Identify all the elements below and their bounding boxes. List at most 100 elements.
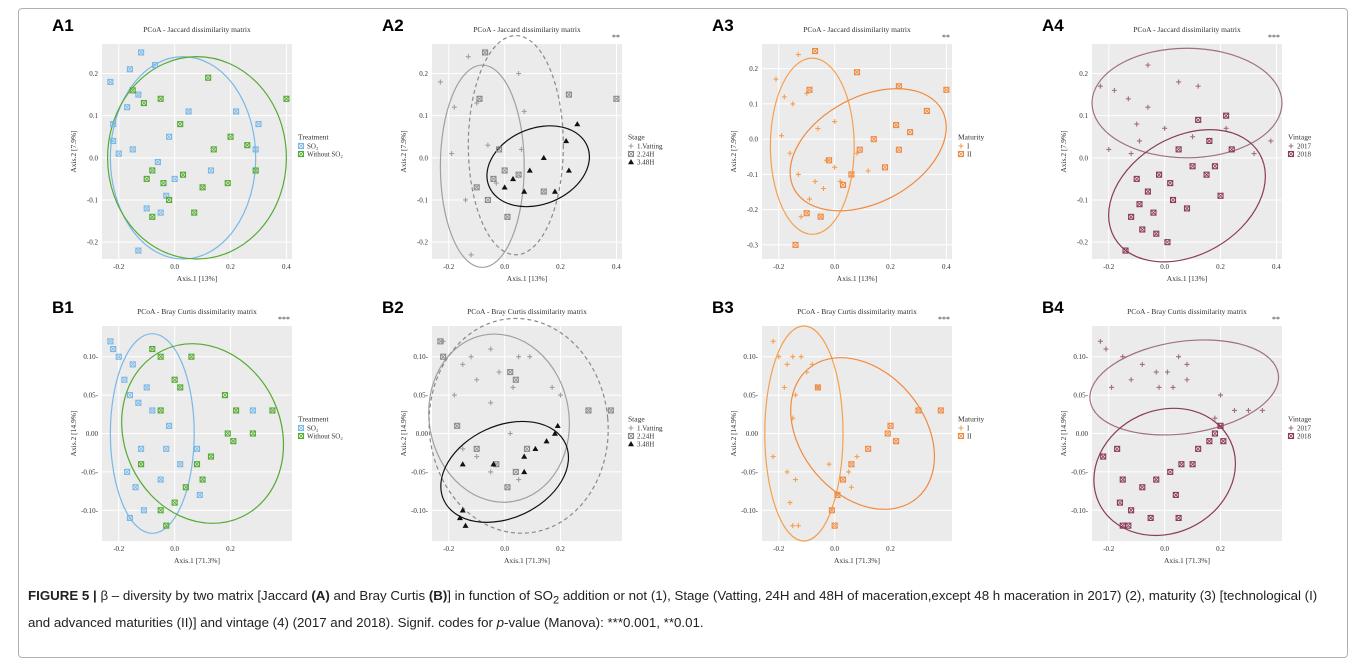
- data-point: [1203, 171, 1210, 178]
- data-point-cross: [1203, 171, 1210, 178]
- data-point-cross: [250, 407, 256, 414]
- data-point: [143, 384, 150, 391]
- legend-title: Stage: [628, 133, 645, 142]
- data-point: [1189, 461, 1196, 468]
- data-point: [507, 431, 513, 436]
- signif-code: ***: [938, 315, 950, 324]
- legend-key: [627, 150, 635, 158]
- x-axis-label: Axis.1 [13%]: [507, 274, 547, 283]
- data-point: [831, 522, 838, 529]
- data-point-cross: [496, 146, 502, 153]
- confidence-ellipse: [789, 88, 947, 212]
- data-point: [193, 445, 201, 452]
- data-point-cross: [1217, 423, 1224, 429]
- data-point: [233, 108, 240, 115]
- y-tick-label: 0.00: [1076, 430, 1089, 438]
- data-point: [574, 121, 581, 127]
- confidence-ellipse: [440, 420, 570, 523]
- series-2-24h: [473, 49, 620, 220]
- panel-label: A4: [1042, 16, 1064, 35]
- caption-text: addition or not (1), Stage (Vatting, 24H…: [28, 588, 1318, 630]
- chart-title: PCoA - Bray Curtis dissimilarity matrix: [467, 307, 587, 316]
- x-tick-label: 0.0: [830, 263, 839, 271]
- data-point-cross: [540, 188, 547, 195]
- y-axis-label: Axis.2 [14.9%]: [1059, 410, 1068, 456]
- legend-label: 2018: [1297, 151, 1312, 159]
- data-point-cross: [1167, 469, 1174, 475]
- legend-marker-cross: [298, 433, 304, 439]
- x-tick-label: -0.2: [443, 545, 455, 553]
- data-point-cross: [515, 171, 522, 178]
- data-point: [252, 167, 259, 174]
- data-point-cross: [812, 48, 818, 54]
- data-point: [166, 196, 173, 204]
- data-point: [515, 171, 522, 178]
- data-point: [227, 133, 234, 140]
- data-point-cross: [507, 369, 514, 375]
- data-point-cross: [896, 83, 902, 90]
- data-point: [485, 142, 491, 148]
- data-point-cross: [1175, 515, 1182, 521]
- y-tick-label: 0.00: [416, 430, 429, 438]
- data-point: [149, 167, 156, 174]
- data-point: [1268, 138, 1274, 144]
- panel-a3: A3 PCoA - Jaccard dissimilarity matrix ** -…: [690, 14, 1015, 286]
- data-point-cross: [831, 522, 838, 529]
- data-point: [504, 213, 511, 220]
- data-point: [440, 353, 447, 360]
- data-point-cross: [135, 247, 142, 254]
- series-so-: [107, 338, 256, 522]
- legend-key: [1287, 432, 1295, 440]
- data-point: [787, 150, 793, 156]
- confidence-ellipse: [1093, 407, 1237, 537]
- data-point: [138, 49, 145, 56]
- data-point-cross: [191, 209, 197, 216]
- caption-text: -value (Manova): ***0.001, **0.01.: [504, 614, 704, 630]
- data-point: [143, 175, 150, 182]
- data-point: [563, 137, 570, 144]
- x-tick-label: 0.2: [886, 545, 895, 553]
- data-point: [1133, 175, 1140, 182]
- data-point: [1218, 392, 1224, 398]
- data-point-cross: [177, 461, 184, 467]
- data-point: [518, 146, 524, 152]
- panel-label: B3: [712, 298, 734, 317]
- data-point: [188, 353, 195, 360]
- data-point: [207, 167, 215, 174]
- y-axis-label: Axis.2 [7.9%]: [69, 130, 78, 172]
- x-tick-label: 0.4: [282, 263, 291, 271]
- series-2017: [1097, 62, 1274, 157]
- data-point: [832, 119, 838, 125]
- data-point: [554, 422, 561, 429]
- legend-marker-cross: [958, 151, 964, 157]
- legend-key: [627, 432, 635, 440]
- y-tick-label: 0.1: [89, 112, 98, 120]
- data-point: [790, 101, 796, 107]
- data-point-cross: [1173, 492, 1179, 498]
- data-point-cross: [230, 438, 237, 444]
- legend-marker: [297, 150, 305, 158]
- data-point-cross: [1195, 117, 1201, 123]
- data-point: [1150, 209, 1157, 216]
- data-point: [160, 180, 167, 187]
- data-point: [171, 376, 178, 383]
- y-tick-label: -0.2: [1077, 239, 1089, 247]
- data-point-cross: [1212, 430, 1218, 437]
- data-point-cross: [440, 353, 446, 360]
- data-point: [199, 476, 206, 483]
- caption-text: ] in function of SO: [447, 588, 553, 603]
- data-point-cross: [149, 346, 156, 352]
- data-point-cross: [884, 430, 891, 437]
- data-point: [884, 430, 891, 437]
- x-axis-label: Axis.1 [71.3%]: [1164, 556, 1210, 565]
- data-point: [795, 523, 801, 529]
- data-point: [804, 369, 810, 375]
- data-point-cross: [1119, 522, 1126, 529]
- data-point: [787, 500, 793, 506]
- data-point-cross: [1206, 438, 1213, 444]
- data-point: [532, 445, 539, 452]
- chart-b4: PCoA - Bray Curtis dissimilarity matrix *…: [1059, 307, 1312, 565]
- data-point-cross: [924, 108, 930, 114]
- data-point-cross: [129, 361, 136, 368]
- data-point: [1156, 384, 1162, 390]
